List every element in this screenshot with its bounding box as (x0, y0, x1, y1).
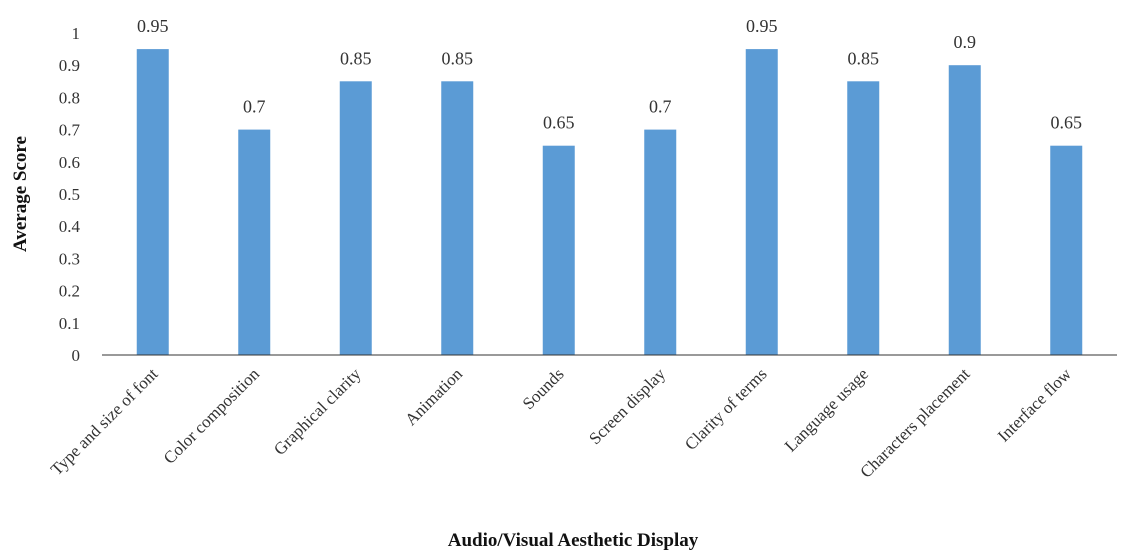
y-tick-label: 0.8 (59, 88, 80, 107)
y-tick-label: 0.7 (59, 121, 81, 140)
bar (441, 81, 474, 356)
bar-data-label: 0.95 (137, 16, 169, 36)
bar (1050, 145, 1083, 355)
bar (644, 129, 677, 355)
data-labels: 0.95 0.7 0.85 0.85 0.65 0.7 0.95 0.85 0.9 0.65 (137, 16, 1082, 133)
bar-data-label: 0.9 (954, 32, 977, 52)
y-tick-label: 0.9 (59, 56, 80, 75)
bars (136, 49, 1083, 356)
x-category-label: Interface flow (994, 364, 1076, 446)
x-category-label: Graphical clarity (270, 364, 365, 459)
x-category-label: Screen display (585, 364, 669, 448)
x-category-label: Type and size of font (47, 364, 162, 479)
bar-data-label: 0.85 (442, 48, 474, 68)
bar-data-label: 0.85 (848, 48, 880, 68)
bar (847, 81, 880, 356)
y-tick-label: 0.1 (59, 314, 80, 333)
y-tick-label: 0.3 (59, 249, 80, 268)
y-tick-label: 0.6 (59, 153, 80, 172)
bar (745, 49, 778, 355)
x-category-label: Animation (401, 364, 466, 429)
y-tick-label: 0.4 (59, 217, 81, 236)
x-category-label: Language usage (781, 364, 872, 455)
bar (948, 65, 981, 355)
bar (238, 129, 271, 355)
x-category-label: Sounds (519, 364, 568, 413)
bar-data-label: 0.7 (243, 97, 266, 117)
y-tick-label: 0.2 (59, 282, 80, 301)
bar-data-label: 0.7 (649, 97, 672, 117)
y-tick-label: 1 (72, 24, 81, 43)
y-axis-title: Average Score (10, 136, 31, 252)
x-category-label: Characters placement (856, 364, 973, 481)
x-category-label: Clarity of terms (681, 364, 771, 454)
y-tick-label: 0 (72, 346, 81, 365)
bar-data-label: 0.95 (746, 16, 778, 36)
bar-data-label: 0.85 (340, 48, 372, 68)
bar (136, 49, 169, 355)
x-category-label: Color composition (160, 364, 264, 468)
y-tick-label: 0.5 (59, 185, 80, 204)
y-axis-ticks: 0 0.1 0.2 0.3 0.4 0.5 0.6 0.7 0.8 0.9 1 (59, 24, 81, 365)
bar-data-label: 0.65 (543, 113, 575, 133)
bar (542, 145, 575, 355)
x-axis-title: Audio/Visual Aesthetic Display (448, 530, 699, 551)
bar (339, 81, 372, 356)
bar-data-label: 0.65 (1051, 113, 1083, 133)
